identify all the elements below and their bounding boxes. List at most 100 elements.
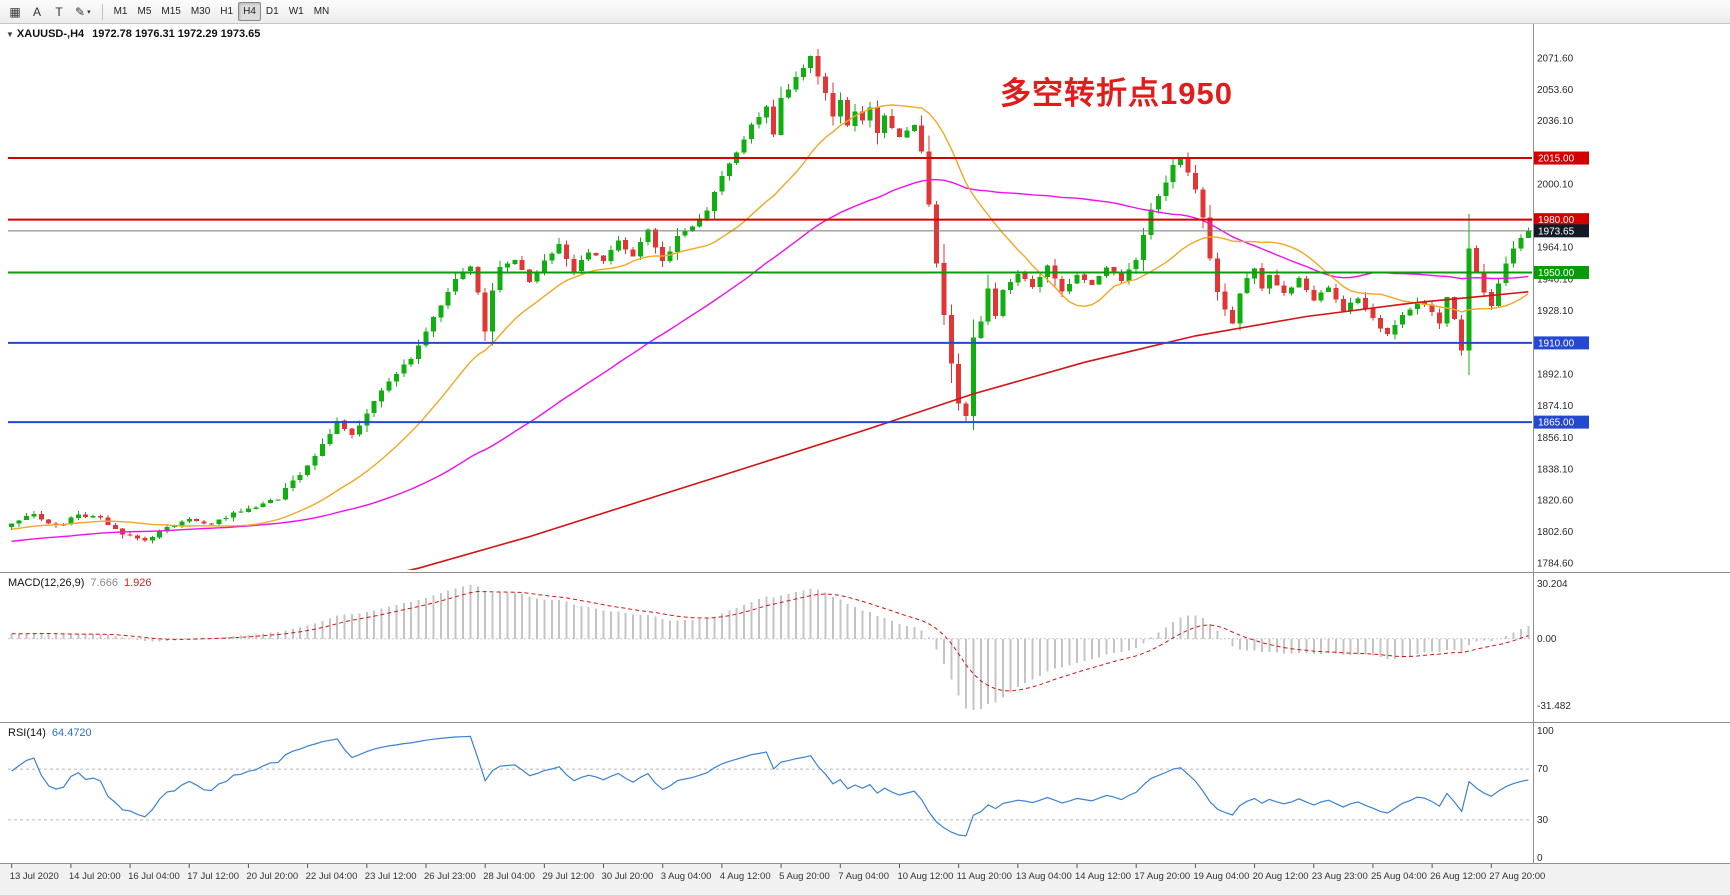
candlestick-series [9, 49, 1531, 544]
svg-text:30 Jul 20:00: 30 Jul 20:00 [602, 871, 654, 882]
svg-text:20 Jul 20:00: 20 Jul 20:00 [246, 871, 298, 882]
macd-signal-line [11, 590, 1529, 692]
svg-text:29 Jul 12:00: 29 Jul 12:00 [542, 871, 594, 882]
rsi-panel[interactable]: 100 70 30 0 [8, 726, 1554, 864]
svg-text:17 Aug 20:00: 17 Aug 20:00 [1134, 871, 1190, 882]
svg-text:28 Jul 04:00: 28 Jul 04:00 [483, 871, 535, 882]
svg-text:14 Jul 20:00: 14 Jul 20:00 [69, 871, 121, 882]
macd-name: MACD(12,26,9) [8, 577, 85, 589]
svg-text:5 Aug 20:00: 5 Aug 20:00 [779, 871, 830, 882]
svg-text:26 Aug 12:00: 26 Aug 12:00 [1430, 871, 1486, 882]
svg-text:23 Jul 12:00: 23 Jul 12:00 [365, 871, 417, 882]
tick-grid-icon: ▦ [9, 4, 21, 19]
symbol-label: XAUUSD-,H4 [16, 28, 85, 40]
svg-text:26 Jul 23:00: 26 Jul 23:00 [424, 871, 476, 882]
rsi-name: RSI(14) [8, 727, 46, 739]
svg-text:3 Aug 04:00: 3 Aug 04:00 [661, 871, 712, 882]
timeframe-button-h4[interactable]: H4 [238, 2, 261, 21]
svg-text:19 Aug 04:00: 19 Aug 04:00 [1193, 871, 1249, 882]
svg-text:1802.60: 1802.60 [1537, 527, 1574, 538]
main-price-panel[interactable] [9, 49, 1531, 593]
text-label-t-button[interactable]: T [48, 2, 70, 21]
svg-text:2000.10: 2000.10 [1537, 179, 1574, 190]
svg-text:23 Aug 23:00: 23 Aug 23:00 [1312, 871, 1368, 882]
collapse-triangle-icon[interactable]: ▼ [6, 30, 14, 39]
svg-text:30: 30 [1537, 815, 1549, 826]
svg-text:1946.10: 1946.10 [1537, 274, 1574, 285]
macd-indicator-label: MACD(12,26,9) 7.666 1.926 [8, 577, 151, 589]
svg-text:1910.00: 1910.00 [1538, 338, 1575, 349]
svg-text:70: 70 [1537, 764, 1549, 775]
svg-text:1892.10: 1892.10 [1537, 369, 1574, 380]
svg-text:100: 100 [1537, 726, 1554, 737]
svg-text:2071.60: 2071.60 [1537, 53, 1574, 64]
time-scale[interactable]: 13 Jul 2020 14 Jul 20:00 16 Jul 04:00 17 Ju… [10, 864, 1546, 882]
svg-text:1874.10: 1874.10 [1537, 401, 1574, 412]
rsi-value: 64.4720 [51, 727, 92, 739]
svg-text:1865.00: 1865.00 [1538, 418, 1575, 429]
svg-text:1784.60: 1784.60 [1537, 559, 1574, 570]
draw-tools-icon: ✎ [75, 4, 86, 19]
svg-text:-31.482: -31.482 [1537, 701, 1571, 712]
toolbar-separator [101, 3, 103, 20]
svg-text:1980.00: 1980.00 [1538, 215, 1575, 226]
svg-text:0.00: 0.00 [1537, 634, 1557, 645]
top-toolbar: ▦ A T ✎ ▾ M1 M5 M15 M30 H1 H4 D1 W1 MN [0, 0, 1730, 24]
macd-main-value: 7.666 [90, 577, 118, 589]
chart-annotation: 多空转折点1950 [1000, 76, 1233, 111]
svg-text:2053.60: 2053.60 [1537, 85, 1574, 96]
svg-text:2036.10: 2036.10 [1537, 116, 1574, 127]
text-label-t-icon: T [55, 4, 63, 19]
svg-text:1928.10: 1928.10 [1537, 306, 1574, 317]
svg-text:7 Aug 04:00: 7 Aug 04:00 [838, 871, 889, 882]
timeframe-button-m30[interactable]: M30 [190, 6, 211, 17]
svg-text:16 Jul 04:00: 16 Jul 04:00 [128, 871, 180, 882]
draw-tools-button[interactable]: ✎ ▾ [70, 2, 96, 21]
svg-text:1964.10: 1964.10 [1537, 243, 1574, 254]
svg-text:10 Aug 12:00: 10 Aug 12:00 [897, 871, 953, 882]
chevron-down-icon: ▾ [87, 8, 91, 16]
timeframe-button-mn[interactable]: MN [313, 6, 330, 17]
svg-text:1838.10: 1838.10 [1537, 464, 1574, 475]
svg-text:30.204: 30.204 [1537, 579, 1568, 590]
svg-text:13 Aug 04:00: 13 Aug 04:00 [1016, 871, 1072, 882]
tick-grid-button[interactable]: ▦ [4, 2, 26, 21]
timeframe-button-h1[interactable]: H1 [220, 6, 234, 17]
macd-histogram [10, 585, 1530, 710]
timeframe-button-m5[interactable]: M5 [137, 6, 152, 17]
timeframe-button-w1[interactable]: W1 [288, 6, 304, 17]
timeframe-button-d1[interactable]: D1 [265, 6, 279, 17]
chart-window[interactable]: 2071.60 2053.60 2036.10 2000.10 1964.10 1946.… [0, 24, 1730, 895]
moving-averages [11, 104, 1529, 570]
insert-text-a-icon: A [32, 4, 41, 19]
macd-panel[interactable]: 30.204 0.00 -31.482 [8, 579, 1571, 712]
svg-text:17 Jul 12:00: 17 Jul 12:00 [187, 871, 239, 882]
svg-text:27 Aug 20:00: 27 Aug 20:00 [1489, 871, 1545, 882]
svg-text:4 Aug 12:00: 4 Aug 12:00 [720, 871, 771, 882]
timeframe-button-group: M1 M5 M15 M30 H1 H4 D1 W1 MN [109, 2, 335, 21]
svg-text:20 Aug 12:00: 20 Aug 12:00 [1253, 871, 1309, 882]
svg-text:1950.00: 1950.00 [1538, 268, 1575, 279]
insert-text-a-button[interactable]: A [26, 2, 48, 21]
chart-title: ▼ XAUUSD-,H4 1972.78 1976.31 1972.29 1973.… [6, 28, 260, 40]
panel-splitters[interactable] [0, 24, 1730, 864]
svg-text:1973.65: 1973.65 [1538, 226, 1575, 237]
horizontal-line-objects[interactable] [8, 157, 1532, 424]
toolbar-icon-group: ▦ A T ✎ ▾ [4, 2, 96, 21]
svg-text:1820.60: 1820.60 [1537, 495, 1574, 506]
rsi-indicator-label: RSI(14) 64.4720 [8, 727, 92, 739]
svg-text:13 Jul 2020: 13 Jul 2020 [10, 871, 59, 882]
ohlc-values: 1972.78 1976.31 1972.29 1973.65 [92, 28, 261, 40]
svg-text:1856.10: 1856.10 [1537, 433, 1574, 444]
svg-text:14 Aug 12:00: 14 Aug 12:00 [1075, 871, 1131, 882]
svg-text:0: 0 [1537, 853, 1543, 864]
price-scale[interactable]: 2071.60 2053.60 2036.10 2000.10 1964.10 1946.… [1534, 53, 1589, 570]
macd-signal-value: 1.926 [123, 577, 152, 589]
timeframe-button-m1[interactable]: M1 [113, 6, 128, 17]
svg-text:11 Aug 20:00: 11 Aug 20:00 [957, 871, 1012, 882]
chart-canvas[interactable]: 2071.60 2053.60 2036.10 2000.10 1964.10 1946.… [0, 24, 1730, 895]
svg-text:25 Aug 04:00: 25 Aug 04:00 [1371, 871, 1427, 882]
svg-text:2015.00: 2015.00 [1538, 154, 1575, 165]
svg-text:22 Jul 04:00: 22 Jul 04:00 [306, 871, 358, 882]
timeframe-button-m15[interactable]: M15 [161, 6, 181, 17]
